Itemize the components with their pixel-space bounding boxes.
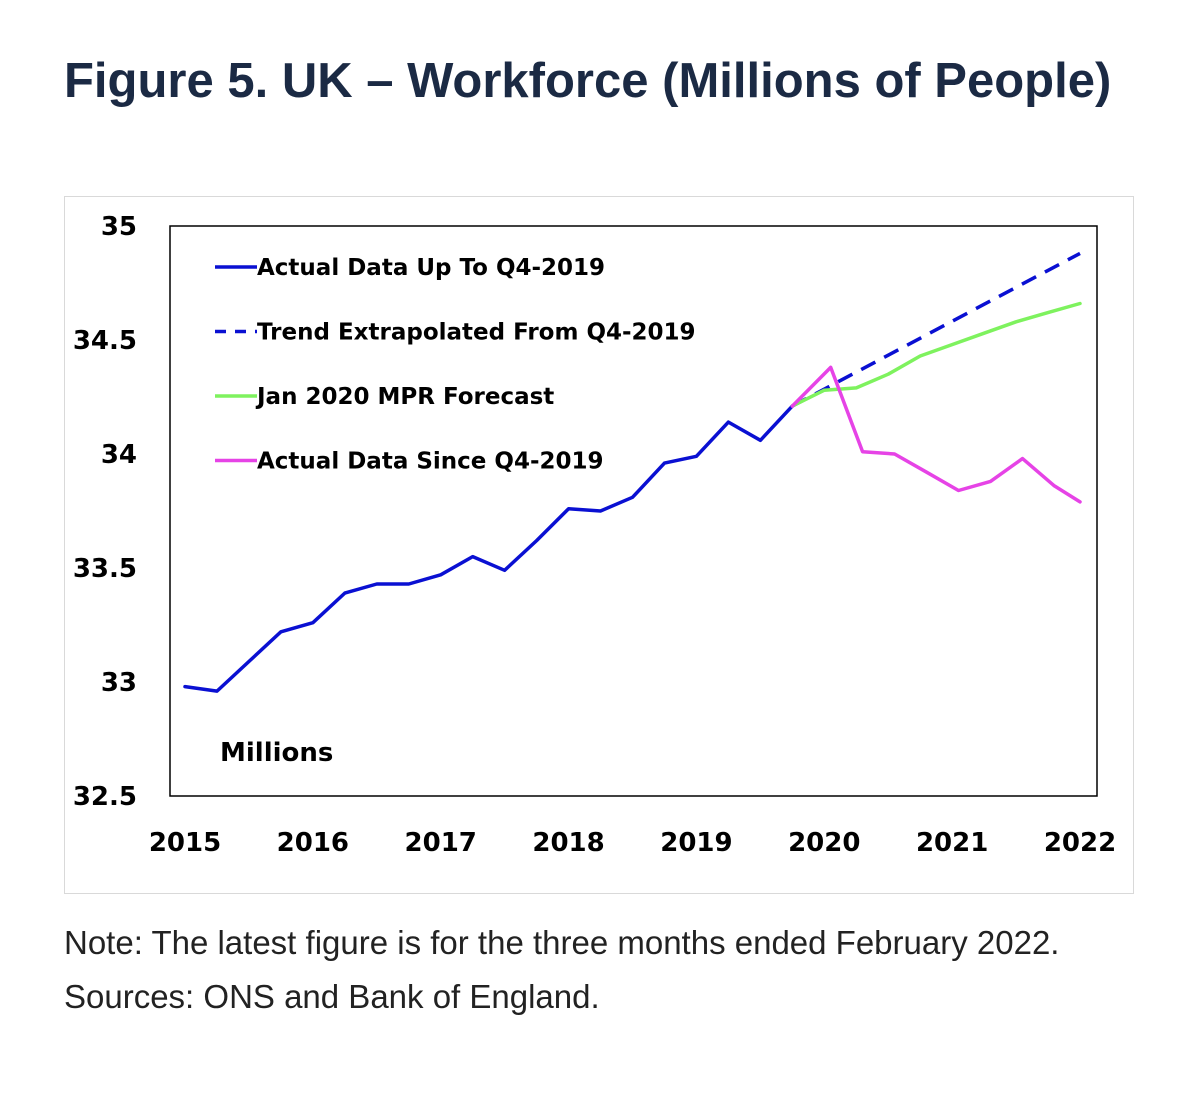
y-tick-label: 35: [101, 212, 137, 242]
legend-label: Actual Data Up To Q4-2019: [257, 255, 605, 281]
chart-container: 32.5 33 33.5 34 34.5 35 2015 2016 2017 2018 2019 2…: [64, 196, 1134, 894]
source-note: Note: The latest figure is for the three…: [64, 924, 1060, 1015]
workforce-line-chart: 32.5 33 33.5 34 34.5 35 2015 2016 2017 2018 2019 2…: [73, 212, 1116, 858]
y-tick-label: 33: [101, 668, 137, 698]
x-tick-label: 2020: [788, 828, 860, 858]
x-tick-label: 2017: [405, 828, 477, 858]
legend-label: Trend Extrapolated From Q4-2019: [257, 320, 696, 346]
y-tick-label: 32.5: [73, 782, 137, 812]
x-tick-label: 2015: [149, 828, 221, 858]
series-line-actual-data-up-to-q4-2019: [183, 404, 795, 693]
series-line-trend-extrapolated-from-q4-2019: [791, 251, 1081, 408]
figure-title: Figure 5. UK – Workforce (Millions of Pe…: [64, 54, 1112, 108]
x-tick-label: 2019: [660, 828, 732, 858]
x-tick-label: 2016: [277, 828, 349, 858]
plot-area-border: [169, 225, 1098, 797]
legend-label: Actual Data Since Q4-2019: [257, 449, 604, 475]
y-tick-label: 34.5: [73, 326, 137, 356]
legend-label: Jan 2020 MPR Forecast: [255, 384, 554, 410]
series-line-actual-data-since-q4-2019: [790, 365, 1082, 504]
unit-annotation: Millions: [220, 738, 333, 768]
x-tick-label: 2022: [1044, 828, 1116, 858]
x-tick-label: 2018: [532, 828, 604, 858]
x-tick-label: 2021: [916, 828, 988, 858]
y-tick-label: 34: [101, 440, 137, 470]
y-tick-label: 33.5: [73, 554, 137, 584]
series-line-jan-2020-mpr-forecast: [790, 301, 1082, 408]
